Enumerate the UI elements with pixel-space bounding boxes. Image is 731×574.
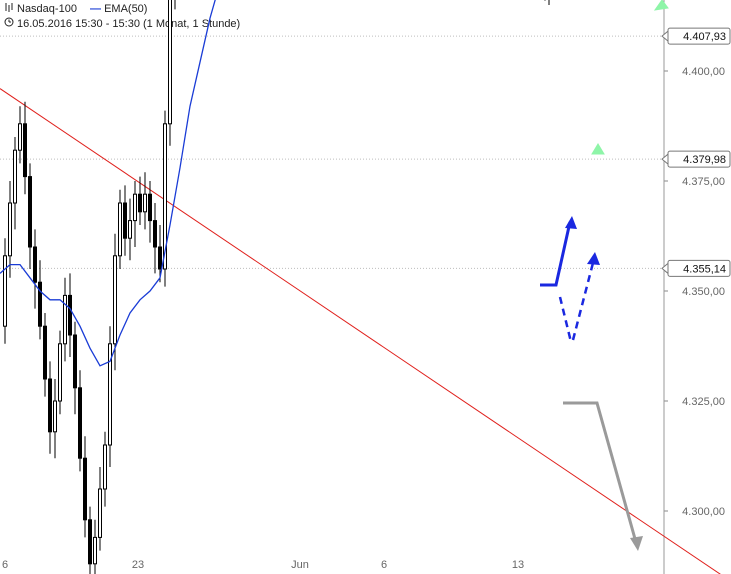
candle-body xyxy=(158,246,162,270)
candle-body xyxy=(123,202,127,239)
trend-line xyxy=(0,88,721,574)
bull-scenario-arrowhead-1 xyxy=(591,143,605,155)
candle-body xyxy=(118,202,122,257)
x-tick-label: 6 xyxy=(2,559,8,571)
candle-body xyxy=(133,193,137,222)
y-tick-label: 4.400,00 xyxy=(682,66,725,78)
candle-body xyxy=(53,400,57,433)
candle-body xyxy=(33,246,37,283)
candle-body xyxy=(103,444,107,490)
candle-body xyxy=(78,387,82,459)
title-row: Nasdaq-100 — EMA(50) xyxy=(4,2,240,17)
symbol-name: Nasdaq-100 xyxy=(17,3,77,15)
candle-body xyxy=(63,294,67,345)
candle-body xyxy=(38,281,42,327)
candle-body xyxy=(48,378,52,433)
candle-body xyxy=(108,343,112,446)
alt-scenario-down-line xyxy=(558,296,573,343)
bar-chart-icon xyxy=(5,3,13,12)
y-tick-label: 4.375,00 xyxy=(682,176,725,188)
x-tick-label: Jun xyxy=(291,559,309,571)
level-label-pointer xyxy=(661,30,669,43)
candle-body xyxy=(138,193,142,213)
chart-header: Nasdaq-100 — EMA(50) 16.05.2016 15:30 - … xyxy=(4,2,240,32)
y-tick-label: 4.350,00 xyxy=(682,286,725,298)
candle-body xyxy=(93,536,97,565)
alt-scenario-rebound-line xyxy=(571,258,596,341)
y-tick-label: 4.300,00 xyxy=(682,506,725,518)
candle-body xyxy=(58,343,62,402)
candle-body xyxy=(28,176,32,248)
candle-body xyxy=(88,519,92,565)
alt-scenario-up-arrowhead xyxy=(565,216,577,229)
bear-scenario-arrowhead xyxy=(630,536,643,551)
x-tick-label: 13 xyxy=(512,559,524,571)
ema-legend-label: EMA(50) xyxy=(104,3,148,15)
level-label: 4.355,14 xyxy=(683,263,726,275)
chart-subtitle: 16.05.2016 15:30 - 15:30 (1 Monat, 1 Stu… xyxy=(17,18,241,30)
candle-body xyxy=(163,123,167,270)
candle-body xyxy=(23,123,27,178)
candle-body xyxy=(18,123,22,151)
candle-body xyxy=(143,193,147,213)
level-label-pointer xyxy=(661,153,669,166)
candle-body xyxy=(128,220,132,239)
alt-scenario-rebound-arrowhead xyxy=(587,252,600,265)
candle-body xyxy=(13,149,17,204)
clock-icon xyxy=(4,17,14,27)
bull-scenario-arrowhead-2 xyxy=(653,0,669,11)
candle-body xyxy=(148,193,152,222)
bear-scenario-line xyxy=(563,401,639,547)
ema-legend-swatch: — xyxy=(90,3,101,15)
x-tick-label: 23 xyxy=(132,559,144,571)
x-tick-label: 6 xyxy=(381,559,387,571)
candle-body xyxy=(83,457,87,521)
candle-body xyxy=(98,488,102,538)
candle-body xyxy=(73,334,77,389)
candle-body xyxy=(153,220,157,248)
alt-scenario-up-line xyxy=(540,221,572,287)
candle-body xyxy=(8,202,12,257)
ema-line xyxy=(0,0,216,367)
subtitle-row: 16.05.2016 15:30 - 15:30 (1 Monat, 1 Stu… xyxy=(4,17,240,32)
candle-body xyxy=(168,0,172,125)
candle-body xyxy=(68,294,72,336)
y-tick-label: 4.325,00 xyxy=(682,396,725,408)
candle-body xyxy=(43,325,47,380)
level-label: 4.407,93 xyxy=(683,31,726,43)
candle-body xyxy=(113,255,117,345)
level-label-pointer xyxy=(661,262,669,275)
level-label: 4.379,98 xyxy=(683,154,726,166)
candle-body xyxy=(3,255,7,327)
